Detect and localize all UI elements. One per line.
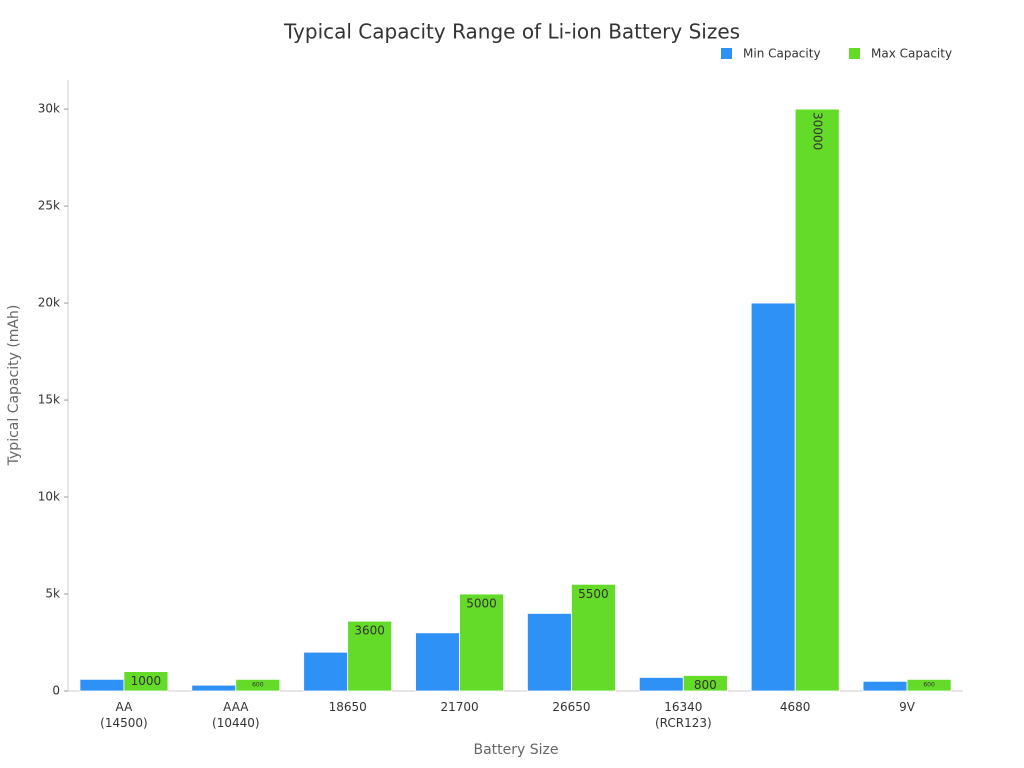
bar [191, 684, 237, 692]
x-tick-label: AAA (10440) [212, 700, 260, 730]
x-tick-label: 21700 [440, 700, 478, 714]
legend-label: Min Capacity [743, 47, 821, 61]
x-tick-label: 26650 [552, 700, 590, 714]
x-tick-label: 16340 (RCR123) [655, 700, 712, 730]
y-tick-label: 5k [45, 587, 60, 601]
y-tick-label: 30k [38, 102, 60, 116]
legend-label: Max Capacity [871, 47, 952, 61]
bar [794, 108, 840, 692]
bar [79, 678, 125, 692]
chart-title: Typical Capacity Range of Li-ion Battery… [283, 20, 740, 44]
value-label: 5500 [578, 587, 609, 601]
y-tick-label: 25k [38, 199, 60, 213]
value-label: 30000 [811, 112, 825, 150]
bar [571, 583, 616, 692]
value-label: 1000 [131, 674, 162, 688]
y-tick-label: 20k [38, 296, 60, 310]
x-tick-label: AA (14500) [100, 700, 148, 730]
legend-swatch [849, 48, 860, 59]
y-axis-label: Typical Capacity (mAh) [6, 305, 22, 467]
bar [303, 651, 349, 692]
bar [906, 678, 952, 692]
value-label: 5000 [466, 597, 497, 611]
value-label: 600 [923, 682, 935, 689]
x-axis-label: Battery Size [473, 742, 558, 758]
bar [862, 680, 908, 692]
bar [235, 678, 281, 692]
value-label: 600 [252, 682, 264, 689]
y-tick-label: 0 [52, 684, 60, 698]
bar [415, 632, 460, 692]
x-tick-label: 9V [899, 700, 916, 714]
bar [347, 620, 393, 692]
bar [750, 302, 796, 692]
value-label: 3600 [354, 624, 385, 638]
bar [459, 593, 504, 692]
bar [123, 671, 169, 692]
x-tick-label: 18650 [329, 700, 367, 714]
legend-swatch [721, 48, 732, 59]
bar [527, 613, 572, 692]
value-label: 800 [694, 678, 717, 692]
bar [638, 677, 684, 692]
y-tick-label: 15k [38, 393, 60, 407]
y-tick-label: 10k [38, 490, 60, 504]
bar [682, 675, 728, 692]
x-tick-label: 4680 [780, 700, 811, 714]
